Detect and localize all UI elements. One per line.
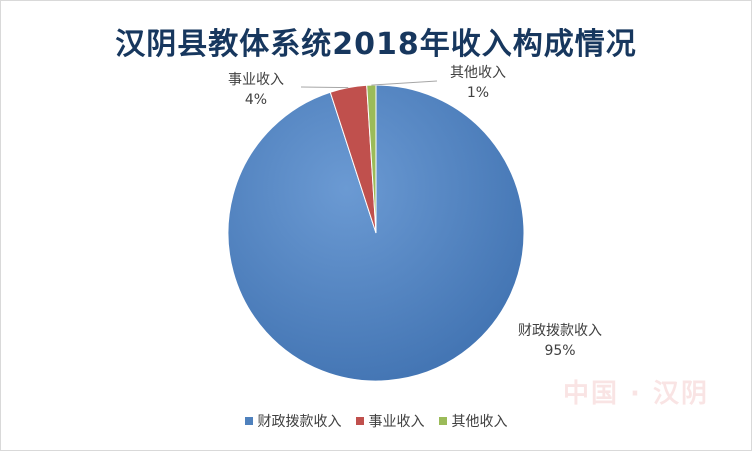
legend-swatch-shiye [355,417,364,425]
watermark: 中国 · 汉阴 [563,379,709,409]
legend-label-qita: 其他收入 [451,414,508,430]
data-label-shiye: 事业收入 4% [211,70,301,110]
legend-swatch-shizheng [244,417,253,425]
legend-item-qita: 其他收入 [438,411,508,431]
pie-slices [227,84,525,382]
legend-item-shiye: 事业收入 [355,411,425,431]
data-label-qita-name: 其他收入 [450,65,506,81]
legend-label-shizheng: 财政拨款收入 [257,414,342,430]
legend-item-shizheng: 财政拨款收入 [244,411,342,431]
data-label-shizheng: 财政拨款收入 95% [505,321,615,361]
data-label-qita: 其他收入 1% [433,63,523,103]
leader-lines [300,80,438,89]
leader-line-shiye [300,86,349,89]
chart-legend: 财政拨款收入 事业收入 其他收入 [1,410,751,432]
data-label-shizheng-value: 95% [544,343,576,359]
leader-line-qita [371,80,438,86]
chart-title: 汉阴县教体系统2018年收入构成情况 [115,27,637,62]
data-label-qita-value: 1% [466,85,490,101]
data-label-shiye-value: 4% [244,92,268,108]
data-label-shiye-name: 事业收入 [228,72,284,88]
data-label-shizheng-name: 财政拨款收入 [518,323,602,339]
legend-swatch-qita [438,417,447,425]
legend-label-shiye: 事业收入 [368,414,425,430]
